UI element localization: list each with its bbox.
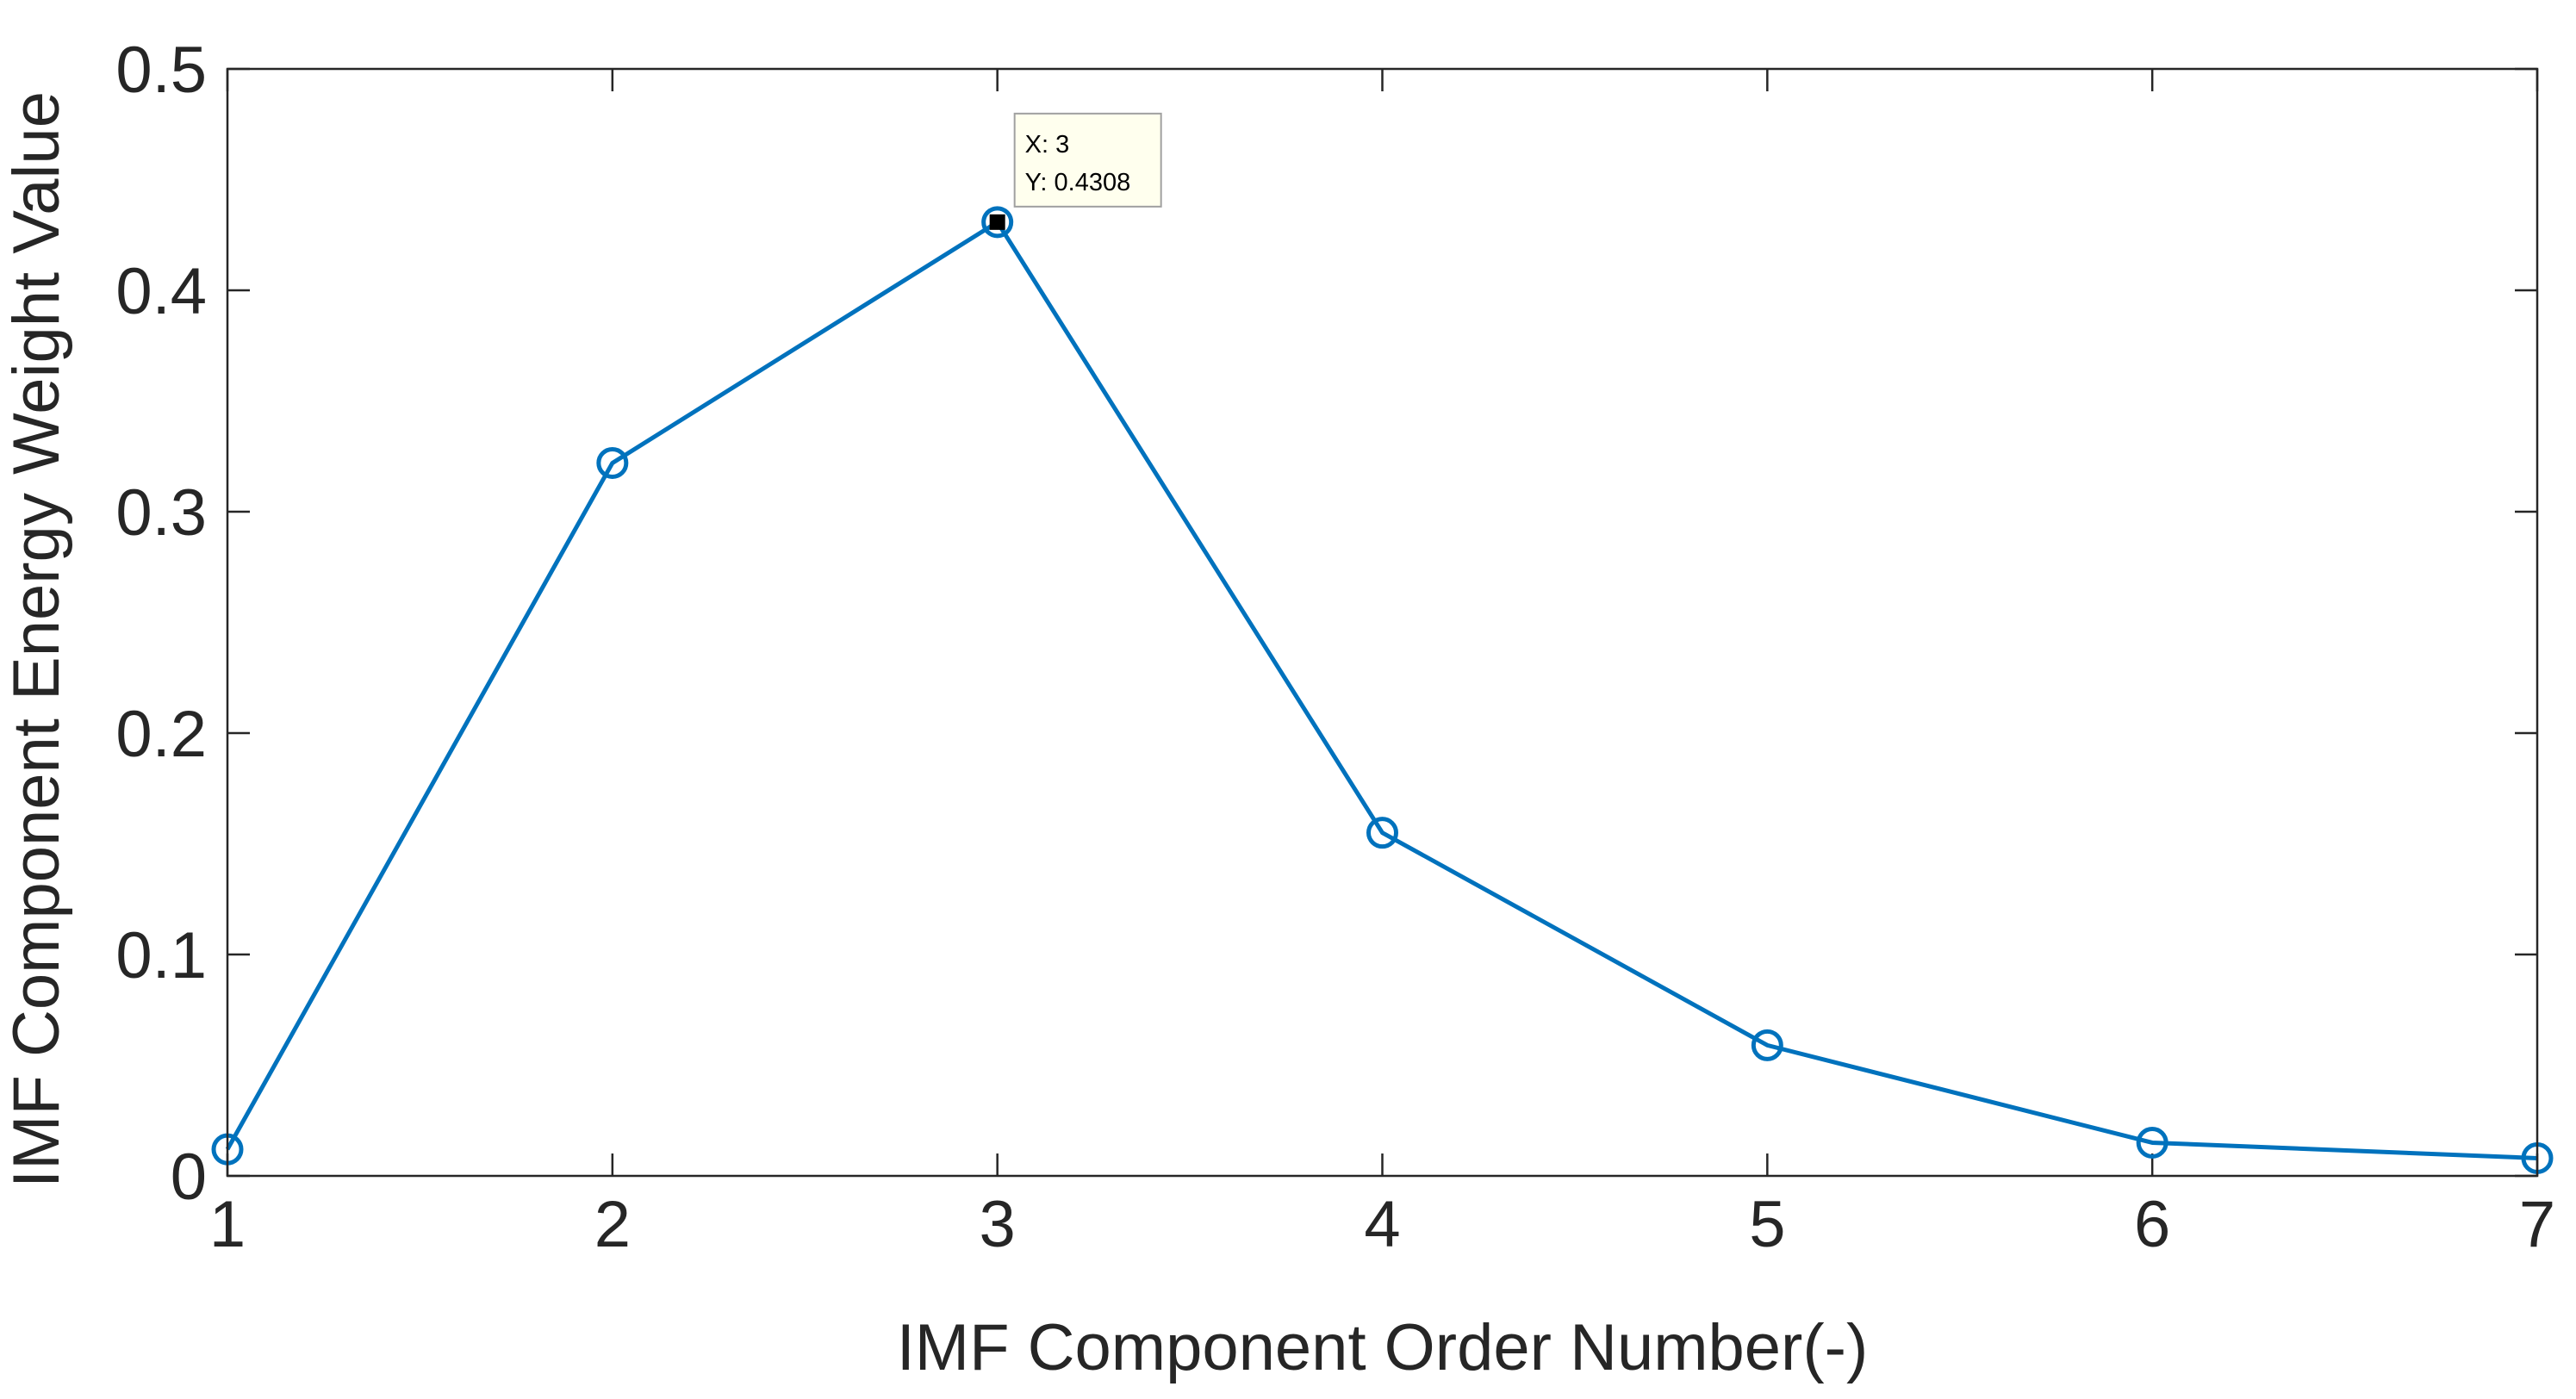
x-tick-label: 3 — [980, 1188, 1016, 1261]
x-axis-label: IMF Component Order Number(-) — [897, 1311, 1869, 1384]
y-tick-label: 0.2 — [115, 698, 207, 771]
y-tick-label: 0.1 — [115, 919, 207, 992]
data-point-marker — [596, 446, 629, 479]
data-point-marker — [981, 206, 1014, 239]
y-tick-label: 0.3 — [115, 476, 207, 550]
x-tick-label: 5 — [1749, 1188, 1785, 1261]
data-tip[interactable]: X: 3 Y: 0.4308 — [989, 112, 1162, 230]
data-point-marker — [1366, 817, 1398, 849]
y-axis-label: IMF Component Energy Weight Value — [0, 91, 73, 1188]
data-tip-y-text: Y: 0.4308 — [1025, 169, 1131, 196]
x-tick-label: 2 — [594, 1188, 631, 1261]
tick-labels: 1 2 3 4 5 6 7 0 0.1 0.2 0.3 0.4 0.5 — [115, 34, 2555, 1261]
data-series — [211, 206, 2554, 1174]
data-tip-x-text: X: 3 — [1025, 131, 1070, 159]
plot-area — [227, 69, 2537, 1176]
x-tick-label: 4 — [1364, 1188, 1400, 1261]
data-point-marker — [1751, 1029, 1783, 1061]
y-tick-label: 0.4 — [115, 255, 207, 328]
y-tick-label: 0.5 — [115, 34, 207, 107]
y-tick-label: 0 — [171, 1141, 207, 1214]
x-tick-label: 7 — [2519, 1188, 2555, 1261]
data-point-marker — [2136, 1126, 2168, 1159]
data-tip-marker[interactable] — [989, 214, 1005, 230]
x-tick-label: 6 — [2134, 1188, 2170, 1261]
plot-frame — [226, 67, 2539, 1178]
series-line — [225, 220, 2538, 1160]
data-tip-box — [1013, 112, 1162, 208]
x-tick-label: 1 — [209, 1188, 246, 1261]
